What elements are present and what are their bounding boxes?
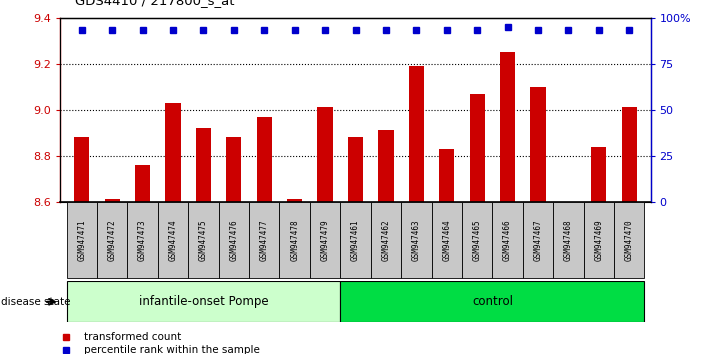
Bar	[279, 202, 310, 278]
Bar	[97, 202, 127, 278]
Bar	[135, 165, 150, 202]
Bar	[105, 199, 119, 202]
Text: GSM947464: GSM947464	[442, 219, 451, 261]
Text: GSM947469: GSM947469	[594, 219, 604, 261]
Bar	[127, 202, 158, 278]
Text: percentile rank within the sample: percentile rank within the sample	[84, 345, 260, 354]
Bar	[614, 202, 644, 278]
Bar	[348, 137, 363, 202]
Text: GSM947475: GSM947475	[199, 219, 208, 261]
Bar	[530, 87, 545, 202]
Bar	[584, 202, 614, 278]
Bar	[226, 137, 242, 202]
Bar	[74, 137, 90, 202]
Bar	[196, 128, 211, 202]
Text: GSM947472: GSM947472	[107, 219, 117, 261]
Bar	[67, 281, 341, 322]
Text: disease state: disease state	[1, 297, 71, 307]
Bar	[401, 202, 432, 278]
Text: control: control	[472, 295, 513, 308]
Bar	[493, 202, 523, 278]
Bar	[249, 202, 279, 278]
Text: GSM947468: GSM947468	[564, 219, 573, 261]
Text: GSM947476: GSM947476	[230, 219, 238, 261]
Bar	[158, 202, 188, 278]
Bar	[370, 202, 401, 278]
Text: GSM947466: GSM947466	[503, 219, 512, 261]
Bar	[523, 202, 553, 278]
Bar	[592, 147, 606, 202]
Bar	[218, 202, 249, 278]
Bar	[553, 202, 584, 278]
Text: GSM947471: GSM947471	[77, 219, 86, 261]
Bar	[469, 93, 485, 202]
Text: GSM947470: GSM947470	[625, 219, 634, 261]
Text: GSM947474: GSM947474	[169, 219, 178, 261]
Text: GSM947465: GSM947465	[473, 219, 481, 261]
Bar	[287, 199, 302, 202]
Text: GSM947477: GSM947477	[260, 219, 269, 261]
Bar	[409, 66, 424, 202]
Bar	[67, 202, 97, 278]
Bar	[341, 202, 370, 278]
Text: transformed count: transformed count	[84, 332, 181, 342]
Bar	[439, 149, 454, 202]
Bar	[378, 130, 393, 202]
Bar	[621, 107, 637, 202]
Text: GSM947462: GSM947462	[381, 219, 390, 261]
Bar	[166, 103, 181, 202]
Bar	[341, 281, 644, 322]
Bar	[310, 202, 341, 278]
Bar	[500, 52, 515, 202]
Bar	[257, 116, 272, 202]
Text: GSM947461: GSM947461	[351, 219, 360, 261]
Text: infantile-onset Pompe: infantile-onset Pompe	[139, 295, 268, 308]
Text: GSM947473: GSM947473	[138, 219, 147, 261]
Bar	[188, 202, 218, 278]
Bar	[318, 107, 333, 202]
Text: GSM947467: GSM947467	[533, 219, 542, 261]
Text: GDS4410 / 217800_s_at: GDS4410 / 217800_s_at	[75, 0, 234, 7]
Text: GSM947478: GSM947478	[290, 219, 299, 261]
Bar	[462, 202, 493, 278]
Text: GSM947463: GSM947463	[412, 219, 421, 261]
Bar	[432, 202, 462, 278]
Text: GSM947479: GSM947479	[321, 219, 330, 261]
